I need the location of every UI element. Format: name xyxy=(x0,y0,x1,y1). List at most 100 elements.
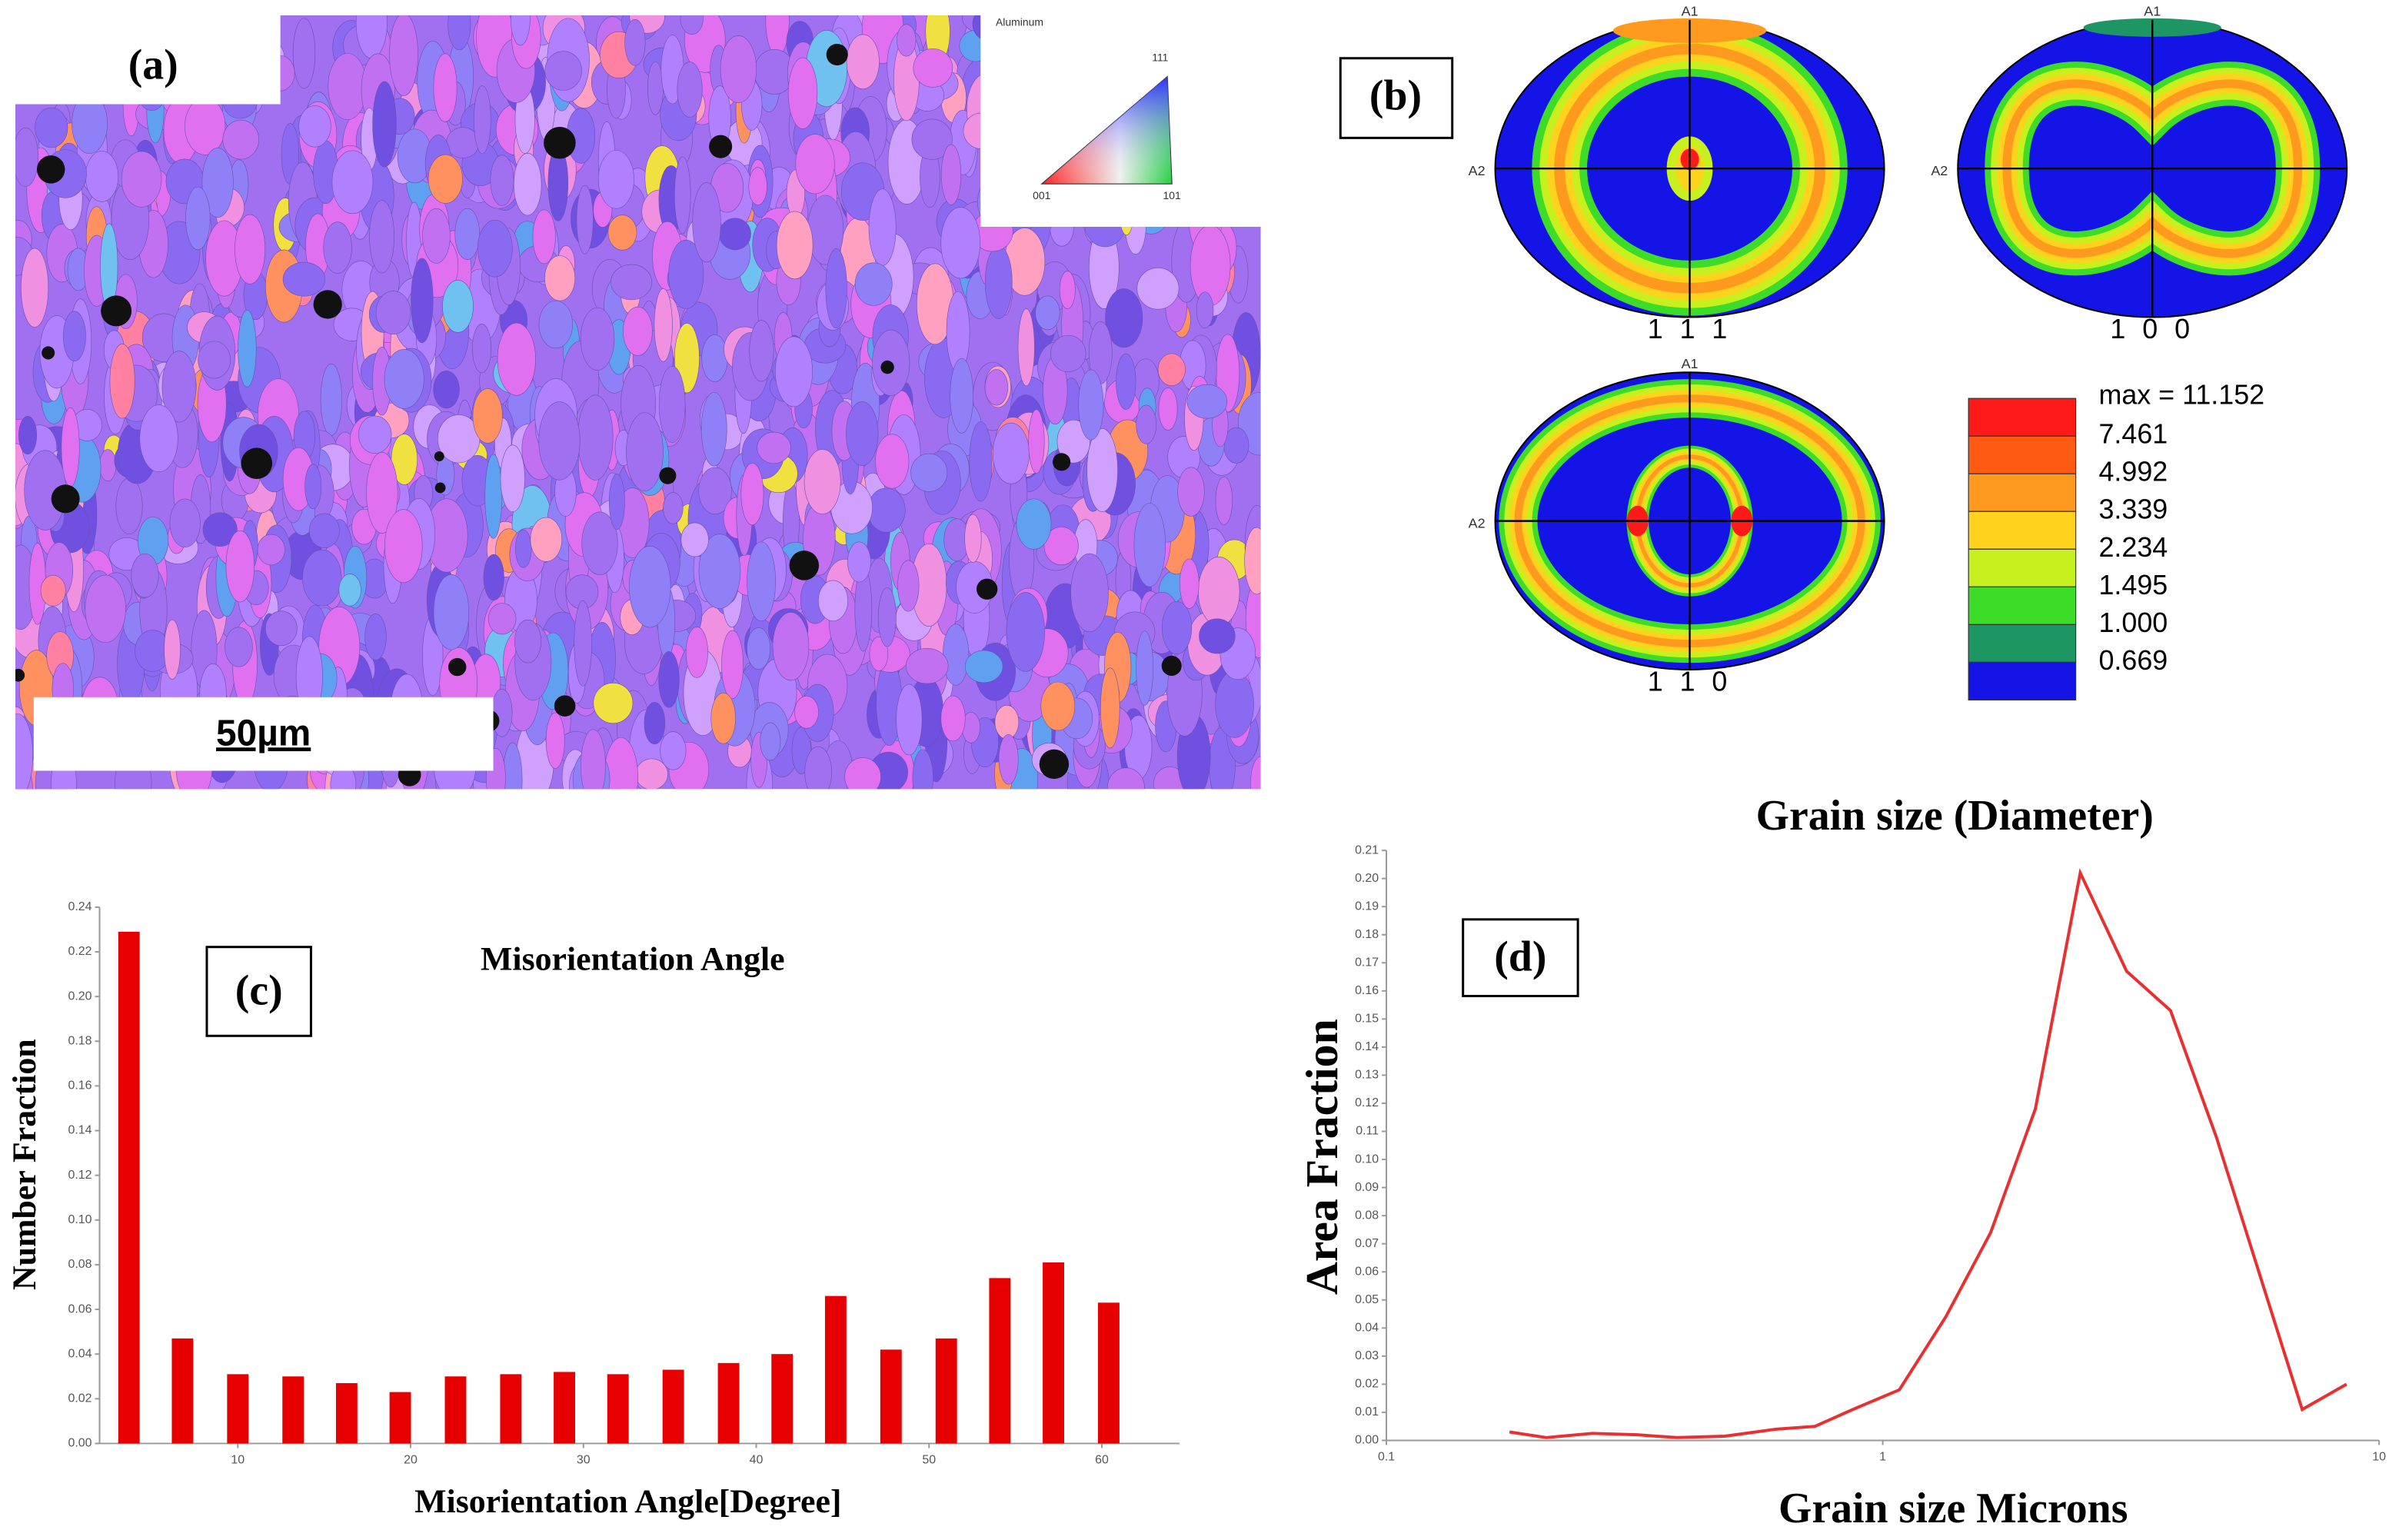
grain xyxy=(674,156,691,234)
grain xyxy=(749,320,774,382)
grain xyxy=(804,449,841,514)
grain xyxy=(1158,387,1178,431)
grain xyxy=(581,729,606,790)
grain xyxy=(576,185,594,254)
bar xyxy=(880,1349,902,1444)
y-tick-label: 0.04 xyxy=(68,1347,92,1360)
grain xyxy=(680,15,704,35)
grain xyxy=(61,407,80,487)
grain xyxy=(817,580,849,621)
grain xyxy=(1106,767,1145,790)
grain xyxy=(748,167,767,205)
grain xyxy=(411,258,434,344)
grain xyxy=(1078,15,1113,91)
panel-label: (b) xyxy=(1369,72,1422,119)
grain xyxy=(369,200,394,274)
grain xyxy=(989,58,1030,134)
panel-label: (d) xyxy=(1494,933,1546,980)
grain xyxy=(677,62,703,118)
y-tick-label: 0.02 xyxy=(1355,1378,1379,1391)
grain xyxy=(308,513,340,548)
grain xyxy=(72,93,108,155)
grain xyxy=(477,220,513,278)
void xyxy=(544,126,576,159)
grain xyxy=(1196,67,1235,120)
grain xyxy=(875,434,910,489)
grain xyxy=(846,401,879,467)
grain xyxy=(1209,101,1239,168)
void xyxy=(659,467,677,484)
grain xyxy=(577,394,614,481)
void xyxy=(448,657,467,677)
grain xyxy=(995,144,1036,199)
grain xyxy=(580,307,615,371)
pole-figure: A1 A2 1 1 1 xyxy=(1469,4,1885,344)
grain xyxy=(323,221,352,274)
grain xyxy=(1197,15,1231,61)
x-tick-label: 20 xyxy=(404,1454,418,1467)
grain xyxy=(825,248,847,329)
legend-swatch xyxy=(1968,586,2077,625)
void xyxy=(709,135,733,158)
x-tick-label: 0.1 xyxy=(1378,1451,1395,1464)
bar xyxy=(227,1374,249,1444)
grain xyxy=(1199,618,1236,654)
grain xyxy=(1104,25,1137,75)
grain xyxy=(483,554,504,601)
x-tick-label: 40 xyxy=(750,1454,764,1467)
legend-level: 2.234 xyxy=(2099,532,2168,563)
grain xyxy=(433,53,458,122)
grain xyxy=(472,388,503,444)
ipf-corner: 111 xyxy=(1152,51,1168,63)
grain xyxy=(358,415,392,454)
grain xyxy=(663,492,684,524)
pole-legend: max = 11.152 7.461 4.992 3.339 2.234 1.495 1.0… xyxy=(1968,380,2265,701)
void xyxy=(15,668,25,682)
y-axis-label: Area Fraction xyxy=(1296,1019,1347,1295)
grain xyxy=(1136,630,1154,706)
void xyxy=(434,482,446,494)
grain xyxy=(1213,141,1239,199)
legend-swatch xyxy=(1968,435,2077,474)
pole-figure-label: 1 0 0 xyxy=(2110,314,2194,344)
grain xyxy=(1096,38,1136,102)
legend-max: max = 11.152 xyxy=(2099,380,2265,411)
y-tick-label: 0.14 xyxy=(1355,1040,1379,1053)
grain xyxy=(1215,670,1254,738)
void xyxy=(880,360,894,374)
grain xyxy=(183,36,205,101)
grain xyxy=(760,722,781,761)
grain xyxy=(787,57,818,129)
grain xyxy=(513,153,542,216)
y-tick-label: 0.00 xyxy=(1355,1434,1379,1447)
x-tick-label: 1 xyxy=(1879,1451,1886,1464)
y-tick-label: 0.08 xyxy=(1355,1209,1379,1222)
grain xyxy=(391,434,418,485)
grain xyxy=(846,34,880,89)
grain xyxy=(1124,195,1146,254)
grain xyxy=(1202,184,1224,220)
grain xyxy=(384,349,424,409)
grain xyxy=(384,509,423,584)
grain xyxy=(913,48,953,88)
x-tick-label: 10 xyxy=(231,1454,245,1467)
grain xyxy=(1244,527,1261,595)
void xyxy=(826,43,848,66)
grain xyxy=(720,35,757,103)
grain xyxy=(607,215,637,251)
y-tick-label: 0.08 xyxy=(68,1258,92,1271)
grain xyxy=(992,422,1030,484)
y-tick-label: 0.22 xyxy=(68,945,92,958)
y-tick-label: 0.17 xyxy=(1355,956,1379,969)
grain xyxy=(1017,308,1035,387)
void xyxy=(1039,749,1070,780)
grain xyxy=(500,444,525,512)
grain xyxy=(331,150,374,215)
bar xyxy=(118,931,140,1444)
bar xyxy=(662,1369,684,1444)
void xyxy=(977,578,998,600)
grain xyxy=(1059,271,1076,309)
grain xyxy=(1183,38,1219,73)
